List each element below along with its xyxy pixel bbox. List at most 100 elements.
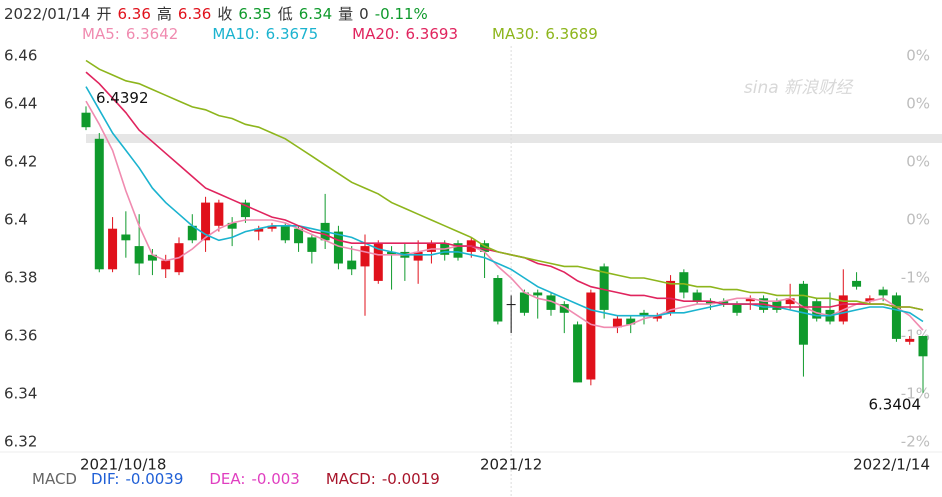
candle-body xyxy=(812,301,822,319)
quote-field-value: 6.35 xyxy=(238,5,272,23)
legend-entry: MA30: 6.3689 xyxy=(492,25,598,43)
macd-name: MACD: xyxy=(325,470,376,488)
candle-body xyxy=(426,243,436,252)
y-tick-label: 6.46 xyxy=(4,47,37,65)
candle-body xyxy=(878,289,888,296)
ma-legend: MA5: 6.3642 MA10: 6.3675 MA20: 6.3693 MA30: 6.3… xyxy=(82,25,632,43)
macd-value: -0.0019 xyxy=(381,470,440,488)
candle-body xyxy=(347,260,357,270)
candle-body xyxy=(732,304,742,313)
macd-legend: MACD DIF: -0.0039 DEA: -0.003 MACD: -0.0019 xyxy=(32,470,466,488)
x-tick-label: 2021/10/18 xyxy=(80,456,166,474)
quote-field-label: 收 xyxy=(217,5,233,23)
candle-body xyxy=(121,234,131,241)
candle-body xyxy=(533,292,543,296)
candle-body xyxy=(838,295,848,322)
candle-body xyxy=(573,324,583,383)
candle-body xyxy=(214,202,224,226)
y-tick-label: 6.32 xyxy=(4,433,37,451)
legend-value: 6.3693 xyxy=(405,25,459,43)
candle-body xyxy=(480,243,490,252)
candle-body xyxy=(865,298,875,302)
y-tick-label: 6.42 xyxy=(4,153,37,171)
legend-name: MA30: xyxy=(492,25,540,43)
candle-body xyxy=(493,278,503,322)
x-tick-label: 2021/12 xyxy=(480,456,542,474)
macd-value: -0.003 xyxy=(251,470,300,488)
quote-header: 2022/01/14 开 6.36 高 6.36 收 6.35 低 6.34 量 0 -0.11% xyxy=(4,3,434,24)
candle-body xyxy=(905,338,915,342)
ma-line xyxy=(85,86,924,323)
y-tick-label: 6.4 xyxy=(4,211,28,229)
quote-field-label: 低 xyxy=(277,5,293,23)
candle-body xyxy=(745,298,755,302)
legend-name: MA10: xyxy=(212,25,260,43)
candle-body xyxy=(201,202,211,241)
candle-body xyxy=(519,292,529,313)
y-tick-label: 6.36 xyxy=(4,327,37,345)
candle-body xyxy=(240,202,250,218)
quote-field-label: 开 xyxy=(96,5,112,23)
candle-body xyxy=(772,301,782,310)
y-tick-label: 6.44 xyxy=(4,95,37,113)
quote-field-value: 6.34 xyxy=(298,5,333,23)
legend-name: MA20: xyxy=(352,25,400,43)
candle-body xyxy=(147,254,157,261)
y2-tick-label: 0% xyxy=(906,95,930,113)
candle-body xyxy=(108,228,118,270)
candle-body xyxy=(360,246,370,267)
candle-body xyxy=(387,251,397,255)
quote-date: 2022/01/14 xyxy=(4,5,91,23)
candle-body xyxy=(333,231,343,264)
ma-line xyxy=(85,100,924,331)
min-annotation: 6.3404 xyxy=(869,395,922,413)
candle-body xyxy=(161,260,171,270)
quote-field-value: 0 xyxy=(359,5,369,23)
candle-body xyxy=(280,225,290,241)
macd-entry: MACD: -0.0019 xyxy=(326,470,440,488)
candle-body xyxy=(612,318,622,328)
legend-entry: MA20: 6.3693 xyxy=(352,25,458,43)
candle-body xyxy=(679,272,689,293)
x-tick-label: 2022/1/14 xyxy=(853,456,930,474)
y2-tick-label: 0% xyxy=(906,153,930,171)
candle-body xyxy=(639,312,649,316)
candle-body xyxy=(134,246,144,264)
legend-value: 6.3689 xyxy=(545,25,598,43)
candle-body xyxy=(852,280,862,287)
max-annotation: 6.4392 xyxy=(96,89,149,107)
quote-field-label: 高 xyxy=(156,5,172,23)
candle-body xyxy=(187,225,197,241)
candle-body xyxy=(719,301,729,305)
candle-body xyxy=(785,298,795,305)
macd-name: DEA: xyxy=(209,470,246,488)
quote-field-value: 6.36 xyxy=(117,5,151,23)
candle-body xyxy=(586,292,596,380)
candle-body xyxy=(705,301,715,305)
candle-body xyxy=(294,228,304,244)
y-tick-label: 6.34 xyxy=(4,385,37,403)
legend-name: MA5: xyxy=(82,25,120,43)
legend-entry: MA5: 6.3642 xyxy=(82,25,178,43)
macd-value: -0.0039 xyxy=(125,470,184,488)
legend-value: 6.3675 xyxy=(265,25,319,43)
candle-body xyxy=(81,112,91,128)
y-tick-label: 6.38 xyxy=(4,269,37,287)
macd-entry: DIF: -0.0039 xyxy=(91,470,183,488)
candle-body xyxy=(506,304,516,306)
candle-body xyxy=(254,228,264,232)
candle-body xyxy=(227,222,237,229)
y2-tick-label: 0% xyxy=(906,211,930,229)
ma-line xyxy=(85,59,924,311)
candle-body xyxy=(652,315,662,319)
candle-body xyxy=(559,304,569,313)
candle-body xyxy=(626,318,636,325)
candle-body xyxy=(692,292,702,302)
candle-body xyxy=(546,295,556,310)
macd-title: MACD xyxy=(32,470,77,488)
candle-body xyxy=(453,243,463,258)
candle-body xyxy=(891,295,901,339)
candles xyxy=(81,106,928,393)
